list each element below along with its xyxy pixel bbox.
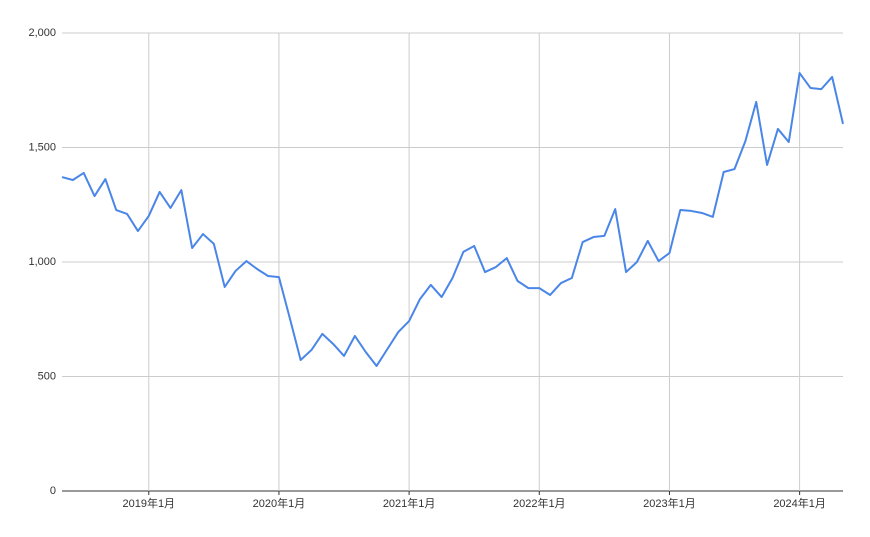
- y-tick-label: 500: [38, 370, 56, 382]
- x-tick-label: 2020年1月: [253, 496, 306, 510]
- y-tick-label: 1,000: [28, 256, 56, 268]
- y-tick-label: 2,000: [28, 27, 56, 39]
- y-tick-label: 0: [50, 485, 56, 497]
- x-tick-label: 2023年1月: [643, 496, 696, 510]
- y-tick-label: 1,500: [28, 141, 56, 153]
- x-tick-label: 2022年1月: [513, 496, 566, 510]
- x-tick-label: 2021年1月: [383, 496, 436, 510]
- x-tick-label: 2019年1月: [122, 496, 175, 510]
- x-tick-label: 2024年1月: [773, 496, 826, 510]
- line-series: [61, 72, 844, 367]
